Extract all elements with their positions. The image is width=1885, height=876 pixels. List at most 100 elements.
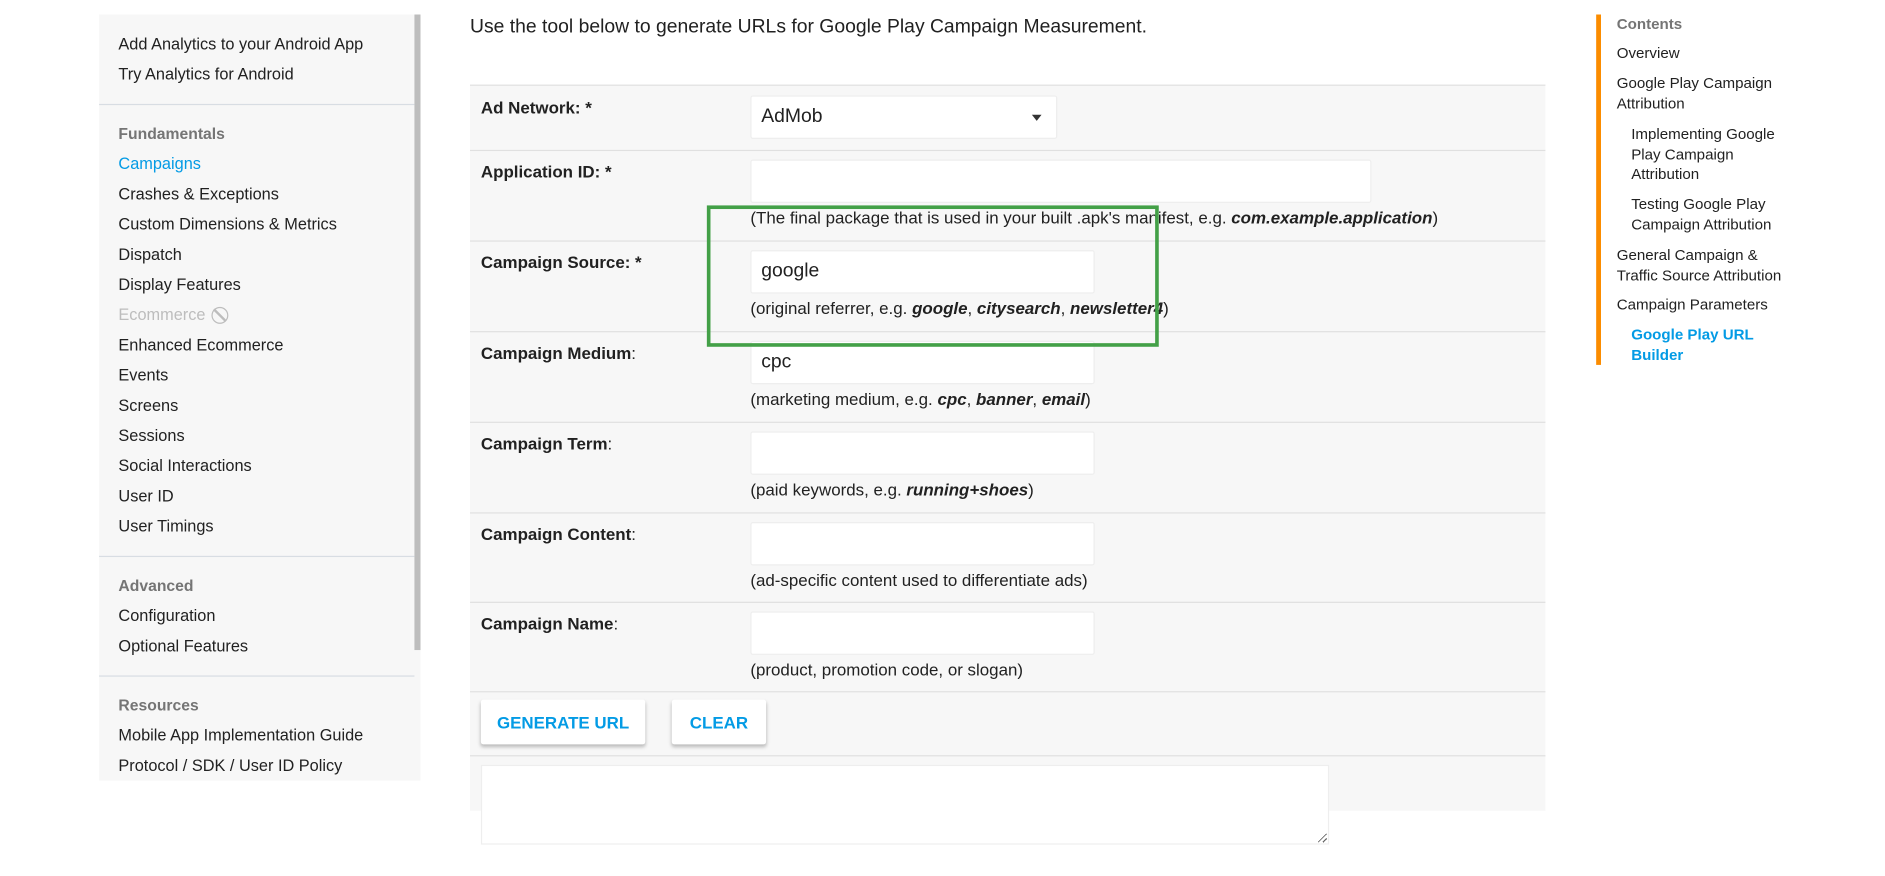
label-suffix: : <box>607 433 613 454</box>
toc-item-general-campaign-traffic-source-attribution[interactable]: General Campaign & Traffic Source Attrib… <box>1616 246 1782 284</box>
sidebar-item-user-timings[interactable]: User Timings <box>118 516 213 538</box>
campaign-medium-input[interactable] <box>750 340 1095 385</box>
hint-text: , <box>1060 298 1071 318</box>
toc-heading: Contents <box>1616 15 1683 33</box>
ad-network-select[interactable]: AdMob <box>750 95 1058 139</box>
toc-item-campaign-parameters[interactable]: Campaign Parameters <box>1616 296 1768 313</box>
sidebar-item-social-interactions[interactable]: Social Interactions <box>118 456 251 478</box>
form-row-campaign-source: Campaign Source: * (original referrer, e.… <box>470 240 1546 333</box>
field-label: Ad Network: * <box>481 98 592 117</box>
sidebar-item-add-analytics-to-your-android-app[interactable]: Add Analytics to your Android App <box>118 35 364 54</box>
clear-button[interactable]: CLEAR <box>671 699 767 745</box>
sidebar-item-label: Display Features <box>118 275 241 294</box>
campaign-content-input[interactable] <box>750 521 1095 566</box>
label-suffix: : * <box>574 97 592 118</box>
not-allowed-icon <box>211 306 229 324</box>
sidebar-item-sessions[interactable]: Sessions <box>118 425 184 447</box>
sidebar-item-display-features[interactable]: Display Features <box>118 274 240 296</box>
hint-example: running+shoes <box>906 479 1029 500</box>
hint-example: banner <box>976 389 1033 409</box>
sidebar-item-campaigns[interactable]: Campaigns <box>118 153 201 175</box>
form-row-campaign-term: Campaign Term: (paid keywords, e.g. runni… <box>470 422 1546 514</box>
hint-text: , <box>1032 389 1042 409</box>
sidebar-section-heading: Fundamentals <box>118 124 225 143</box>
toc-item-testing-google-play-campaign-attribution[interactable]: Testing Google Play Campaign Attribution <box>1631 195 1772 233</box>
toc-item-google-play-campaign-attribution[interactable]: Google Play Campaign Attribution <box>1616 74 1773 112</box>
field-hint: (paid keywords, e.g. running+shoes) <box>750 480 1033 499</box>
label-suffix: : * <box>624 252 642 272</box>
field-hint: (marketing medium, e.g. cpc, banner, ema… <box>750 389 1090 408</box>
sidebar-item-label: Optional Features <box>118 636 249 655</box>
campaign-source-input[interactable] <box>750 250 1095 294</box>
field-label-text: Campaign Content <box>480 524 632 544</box>
label-suffix: : <box>613 613 619 634</box>
hint-example: google <box>912 298 968 318</box>
field-label-text: Ad Network <box>480 97 575 118</box>
campaign-name-input[interactable] <box>750 611 1095 655</box>
sidebar-item-label: Protocol / SDK / User ID Policy <box>118 756 343 775</box>
sidebar-item-label: Configuration <box>118 606 216 625</box>
generated-url-output[interactable] <box>480 764 1330 845</box>
sidebar-item-enhanced-ecommerce[interactable]: Enhanced Ecommerce <box>118 335 283 357</box>
field-label: Campaign Term: <box>481 434 612 453</box>
hint-text: (product, promotion code, or slogan) <box>750 659 1024 680</box>
hint-text: (marketing medium, e.g. <box>750 389 938 409</box>
sidebar-section-heading: Advanced <box>118 576 194 595</box>
sidebar-scrollbar[interactable] <box>414 14 421 651</box>
toc-item-google-play-url-builder[interactable]: Google Play URL Builder <box>1631 326 1754 364</box>
hint-text: ) <box>1028 479 1034 500</box>
highlight-box <box>706 205 1159 347</box>
hint-text: (ad-specific content used to differentia… <box>750 570 1088 590</box>
field-label-text: Campaign Source <box>480 252 625 272</box>
sidebar-item-label: User ID <box>118 486 174 506</box>
field-hint: (ad-specific content used to differentia… <box>750 570 1087 589</box>
sidebar-item-label: Social Interactions <box>118 456 252 475</box>
sidebar-item-mobile-app-implementation-guide[interactable]: Mobile App Implementation Guide <box>118 725 363 747</box>
sidebar-item-label: Mobile App Implementation Guide <box>118 726 364 745</box>
campaign-term-input[interactable] <box>750 431 1095 475</box>
field-label-text: Campaign Term <box>480 433 608 454</box>
dropdown-arrow-icon <box>1031 114 1042 121</box>
sidebar-divider <box>99 675 415 677</box>
sidebar-item-dispatch[interactable]: Dispatch <box>118 244 181 266</box>
field-label-text: Campaign Medium <box>480 343 632 363</box>
sidebar-item-ecommerce: Ecommerce <box>118 304 229 326</box>
sidebar-item-label: Crashes & Exceptions <box>118 184 279 203</box>
sidebar-divider <box>99 103 415 106</box>
output-row <box>470 755 1545 876</box>
sidebar-item-custom-dimensions-metrics[interactable]: Custom Dimensions & Metrics <box>118 214 336 236</box>
label-suffix: : <box>631 524 636 544</box>
toc-item-overview[interactable]: Overview <box>1616 44 1680 62</box>
left-nav-sidebar: Add Analytics to your Android App Try Ana… <box>99 14 421 781</box>
field-hint: (original referrer, e.g. google, citysea… <box>750 298 1168 317</box>
hint-text: , <box>966 389 977 409</box>
sidebar-item-user-id[interactable]: User ID <box>118 486 173 508</box>
form-row-campaign-medium: Campaign Medium: (marketing medium, e.g. … <box>470 331 1546 423</box>
sidebar-item-events[interactable]: Events <box>118 365 168 387</box>
sidebar-item-configuration[interactable]: Configuration <box>118 605 215 627</box>
intro-text: Use the tool below to generate URLs for … <box>470 16 1148 38</box>
sidebar-item-protocol-sdk-user-id-policy[interactable]: Protocol / SDK / User ID Policy <box>118 755 342 777</box>
sidebar-item-crashes-exceptions[interactable]: Crashes & Exceptions <box>118 184 278 206</box>
hint-text: (The final package that is used in your … <box>750 207 1232 228</box>
sidebar-item-label: Events <box>118 366 169 385</box>
sidebar-item-optional-features[interactable]: Optional Features <box>118 636 248 658</box>
sidebar-item-try-analytics-for-android[interactable]: Try Analytics for Android <box>118 65 294 84</box>
hint-text: (paid keywords, e.g. <box>750 479 907 500</box>
hint-text: ) <box>1163 298 1169 318</box>
sidebar-item-label: Sessions <box>118 426 185 445</box>
form-row-campaign-content: Campaign Content: (ad-specific content us… <box>470 512 1546 603</box>
hint-text: ) <box>1432 207 1439 228</box>
toc-item-implementing-google-play-campaign-attribution[interactable]: Implementing Google Play Campaign Attrib… <box>1631 125 1775 183</box>
hint-text: , <box>967 298 977 318</box>
application-id-input[interactable] <box>750 159 1372 203</box>
generate-url-button[interactable]: GENERATE URL <box>480 699 646 745</box>
label-suffix: : * <box>594 161 612 182</box>
sidebar-item-label: Custom Dimensions & Metrics <box>118 215 337 234</box>
sidebar-item-screens[interactable]: Screens <box>118 395 178 417</box>
hint-text: (original referrer, e.g. <box>750 298 913 318</box>
field-label-text: Campaign Name <box>480 613 614 634</box>
form-row-campaign-name: Campaign Name: (product, promotion code, … <box>470 602 1546 693</box>
sidebar-item-label: Enhanced Ecommerce <box>118 335 284 355</box>
label-suffix: : <box>631 343 636 363</box>
